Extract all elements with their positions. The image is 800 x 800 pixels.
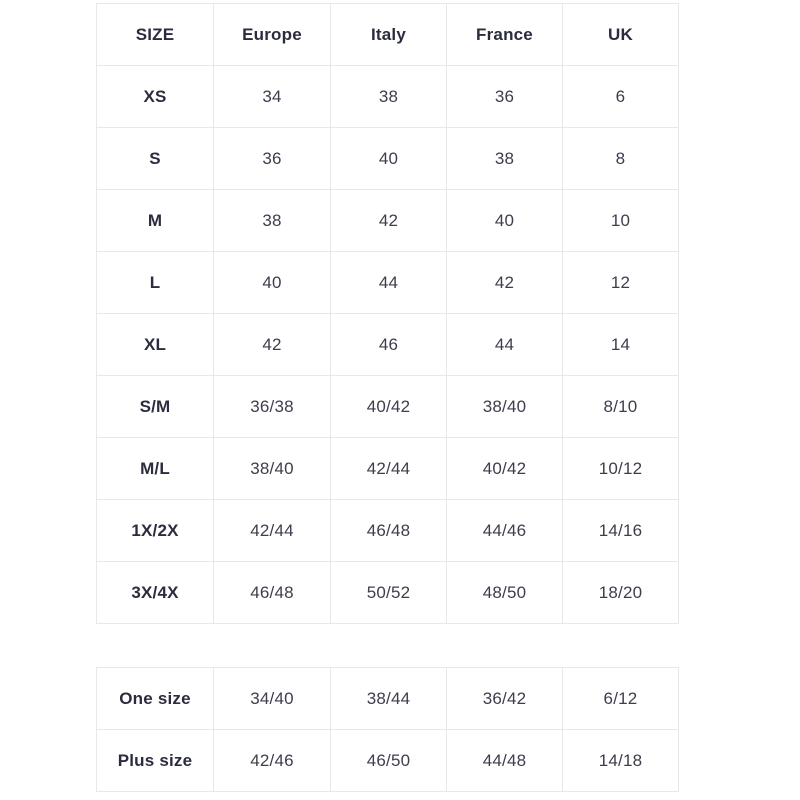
size-label-cell: 1X/2X <box>96 499 214 562</box>
france-value-cell: 48/50 <box>446 561 563 624</box>
uk-value-cell: 14/18 <box>562 729 679 792</box>
uk-value-cell: 14 <box>562 313 679 376</box>
uk-value-cell: 8 <box>562 127 679 190</box>
europe-value-cell: 46/48 <box>213 561 331 624</box>
uk-value-cell: 14/16 <box>562 499 679 562</box>
column-header-europe: Europe <box>213 3 331 66</box>
table-row: 1X/2X 42/44 46/48 44/46 14/16 <box>96 499 679 562</box>
italy-value-cell: 42 <box>330 189 447 252</box>
europe-value-cell: 36 <box>213 127 331 190</box>
table-row: L 40 44 42 12 <box>96 251 679 314</box>
italy-value-cell: 40/42 <box>330 375 447 438</box>
uk-value-cell: 6 <box>562 65 679 128</box>
table-row: S 36 40 38 8 <box>96 127 679 190</box>
size-label-cell: 3X/4X <box>96 561 214 624</box>
table-body: XS 34 38 36 6 S 36 40 38 8 M 38 42 40 10 <box>96 65 679 624</box>
column-header-uk: UK <box>562 3 679 66</box>
italy-value-cell: 46/50 <box>330 729 447 792</box>
france-value-cell: 38/40 <box>446 375 563 438</box>
france-value-cell: 40/42 <box>446 437 563 500</box>
secondary-size-conversion-table: One size 34/40 38/44 36/42 6/12 Plus siz… <box>96 667 679 792</box>
italy-value-cell: 50/52 <box>330 561 447 624</box>
size-label-cell: S <box>96 127 214 190</box>
uk-value-cell: 6/12 <box>562 667 679 730</box>
table-row: M/L 38/40 42/44 40/42 10/12 <box>96 437 679 500</box>
italy-value-cell: 46/48 <box>330 499 447 562</box>
table-row: Plus size 42/46 46/50 44/48 14/18 <box>96 729 679 792</box>
europe-value-cell: 42 <box>213 313 331 376</box>
primary-size-conversion-table: SIZE Europe Italy France UK XS 34 38 36 … <box>96 3 679 624</box>
size-label-cell: One size <box>96 667 214 730</box>
france-value-cell: 36 <box>446 65 563 128</box>
table-body: One size 34/40 38/44 36/42 6/12 Plus siz… <box>96 667 679 792</box>
italy-value-cell: 38/44 <box>330 667 447 730</box>
uk-value-cell: 18/20 <box>562 561 679 624</box>
table-row: One size 34/40 38/44 36/42 6/12 <box>96 667 679 730</box>
size-label-cell: XS <box>96 65 214 128</box>
table-header: SIZE Europe Italy France UK <box>96 3 679 66</box>
table-row: XL 42 46 44 14 <box>96 313 679 376</box>
table-row: XS 34 38 36 6 <box>96 65 679 128</box>
size-label-cell: L <box>96 251 214 314</box>
size-label-cell: XL <box>96 313 214 376</box>
column-header-france: France <box>446 3 563 66</box>
table-header-row: SIZE Europe Italy France UK <box>96 3 679 66</box>
table-row: 3X/4X 46/48 50/52 48/50 18/20 <box>96 561 679 624</box>
size-label-cell: Plus size <box>96 729 214 792</box>
france-value-cell: 42 <box>446 251 563 314</box>
size-label-cell: M/L <box>96 437 214 500</box>
size-label-cell: M <box>96 189 214 252</box>
europe-value-cell: 34/40 <box>213 667 331 730</box>
europe-value-cell: 42/44 <box>213 499 331 562</box>
france-value-cell: 44/46 <box>446 499 563 562</box>
italy-value-cell: 40 <box>330 127 447 190</box>
uk-value-cell: 10 <box>562 189 679 252</box>
france-value-cell: 44/48 <box>446 729 563 792</box>
europe-value-cell: 38/40 <box>213 437 331 500</box>
uk-value-cell: 10/12 <box>562 437 679 500</box>
france-value-cell: 38 <box>446 127 563 190</box>
uk-value-cell: 8/10 <box>562 375 679 438</box>
italy-value-cell: 42/44 <box>330 437 447 500</box>
table-row: S/M 36/38 40/42 38/40 8/10 <box>96 375 679 438</box>
france-value-cell: 36/42 <box>446 667 563 730</box>
europe-value-cell: 36/38 <box>213 375 331 438</box>
table-row: M 38 42 40 10 <box>96 189 679 252</box>
france-value-cell: 44 <box>446 313 563 376</box>
europe-value-cell: 42/46 <box>213 729 331 792</box>
column-header-size: SIZE <box>96 3 214 66</box>
size-label-cell: S/M <box>96 375 214 438</box>
column-header-italy: Italy <box>330 3 447 66</box>
italy-value-cell: 44 <box>330 251 447 314</box>
europe-value-cell: 40 <box>213 251 331 314</box>
europe-value-cell: 34 <box>213 65 331 128</box>
europe-value-cell: 38 <box>213 189 331 252</box>
italy-value-cell: 46 <box>330 313 447 376</box>
france-value-cell: 40 <box>446 189 563 252</box>
uk-value-cell: 12 <box>562 251 679 314</box>
italy-value-cell: 38 <box>330 65 447 128</box>
